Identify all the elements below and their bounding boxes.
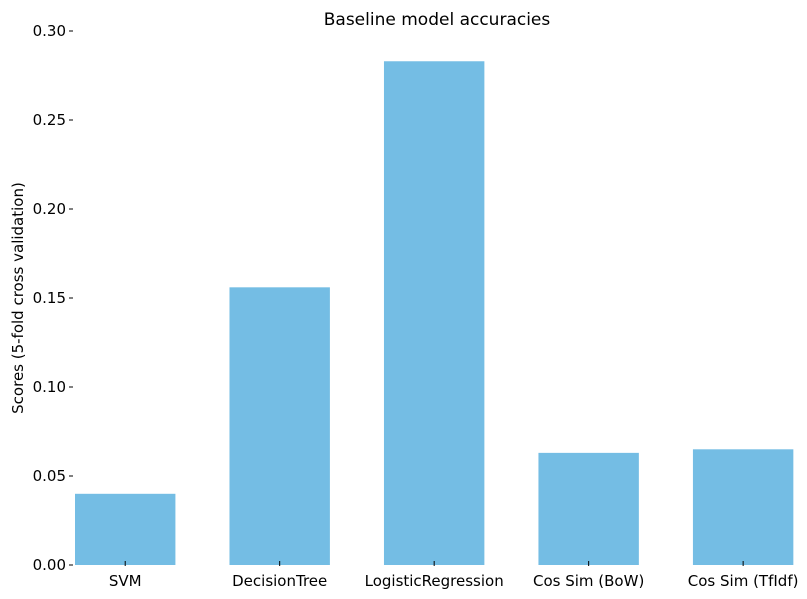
bar bbox=[538, 452, 639, 565]
y-tick-label: 0.05 bbox=[33, 467, 66, 485]
bar bbox=[692, 449, 794, 565]
y-tick-label: 0.30 bbox=[33, 22, 66, 40]
x-tick-label: SVM bbox=[109, 572, 142, 590]
x-tick-label: Cos Sim (TfIdf) bbox=[688, 572, 799, 590]
x-axis: SVM DecisionTree LogisticRegression Cos Sim… bbox=[109, 561, 799, 590]
x-tick-label: DecisionTree bbox=[232, 572, 327, 590]
bar bbox=[75, 493, 176, 565]
y-tick-label: 0.10 bbox=[33, 378, 66, 396]
y-tick-label: 0.25 bbox=[33, 111, 66, 129]
y-axis-label: Scores (5-fold cross validation) bbox=[9, 182, 27, 414]
bar bbox=[229, 287, 330, 565]
y-tick-label: 0.20 bbox=[33, 200, 66, 218]
y-tick-label: 0.15 bbox=[33, 289, 66, 307]
x-tick-label: LogisticRegression bbox=[365, 572, 504, 590]
bar bbox=[383, 61, 485, 565]
x-tick-label: Cos Sim (BoW) bbox=[533, 572, 644, 590]
bars bbox=[75, 61, 794, 565]
chart-title: Baseline model accuracies bbox=[324, 10, 551, 30]
y-axis: 0.00 0.05 0.10 0.15 0.20 0.25 0.30 bbox=[33, 22, 73, 574]
y-tick-label: 0.00 bbox=[33, 556, 66, 574]
